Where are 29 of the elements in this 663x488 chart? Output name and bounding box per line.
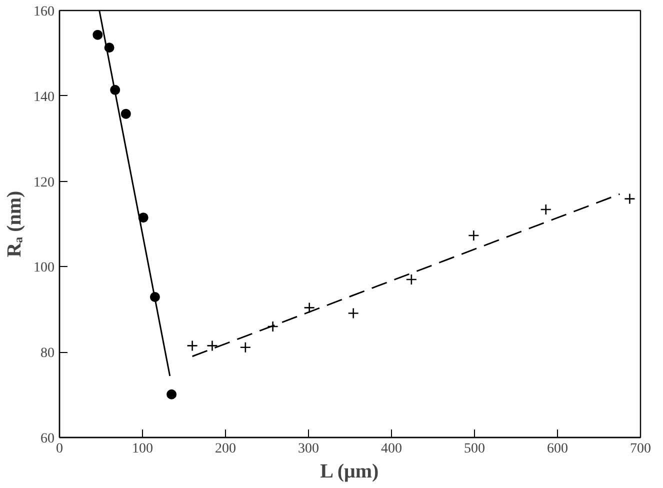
x-tick-label: 100 <box>132 442 153 456</box>
point <box>240 342 252 354</box>
point <box>186 340 198 352</box>
y-tick-label: 160 <box>34 4 54 20</box>
x-tick-label: 500 <box>464 442 485 456</box>
point <box>348 308 359 319</box>
y-axis-title: Rₐ (nm) <box>4 190 26 258</box>
y-tick-label: 120 <box>34 175 54 190</box>
y-tick-label: 100 <box>34 260 54 276</box>
x-tick-label: 0 <box>56 442 63 456</box>
point <box>406 274 418 286</box>
point <box>206 340 218 352</box>
x-tick-label: 700 <box>630 442 651 456</box>
y-tick-label: 60 <box>40 432 54 446</box>
x-tick-label: 400 <box>381 442 402 456</box>
point <box>166 389 177 400</box>
y-tick-label: 140 <box>34 90 54 105</box>
point <box>92 30 103 40</box>
point <box>540 204 552 216</box>
x-tick-label: 600 <box>547 442 568 456</box>
x-axis-title: L (μm) <box>320 460 379 482</box>
point <box>267 320 278 332</box>
x-tick-label: 200 <box>215 442 236 456</box>
point <box>468 230 480 242</box>
point <box>624 193 636 204</box>
point <box>304 302 315 314</box>
point <box>120 108 131 119</box>
y-tick-label: 80 <box>40 346 54 362</box>
x-tick-label: 300 <box>298 442 319 456</box>
